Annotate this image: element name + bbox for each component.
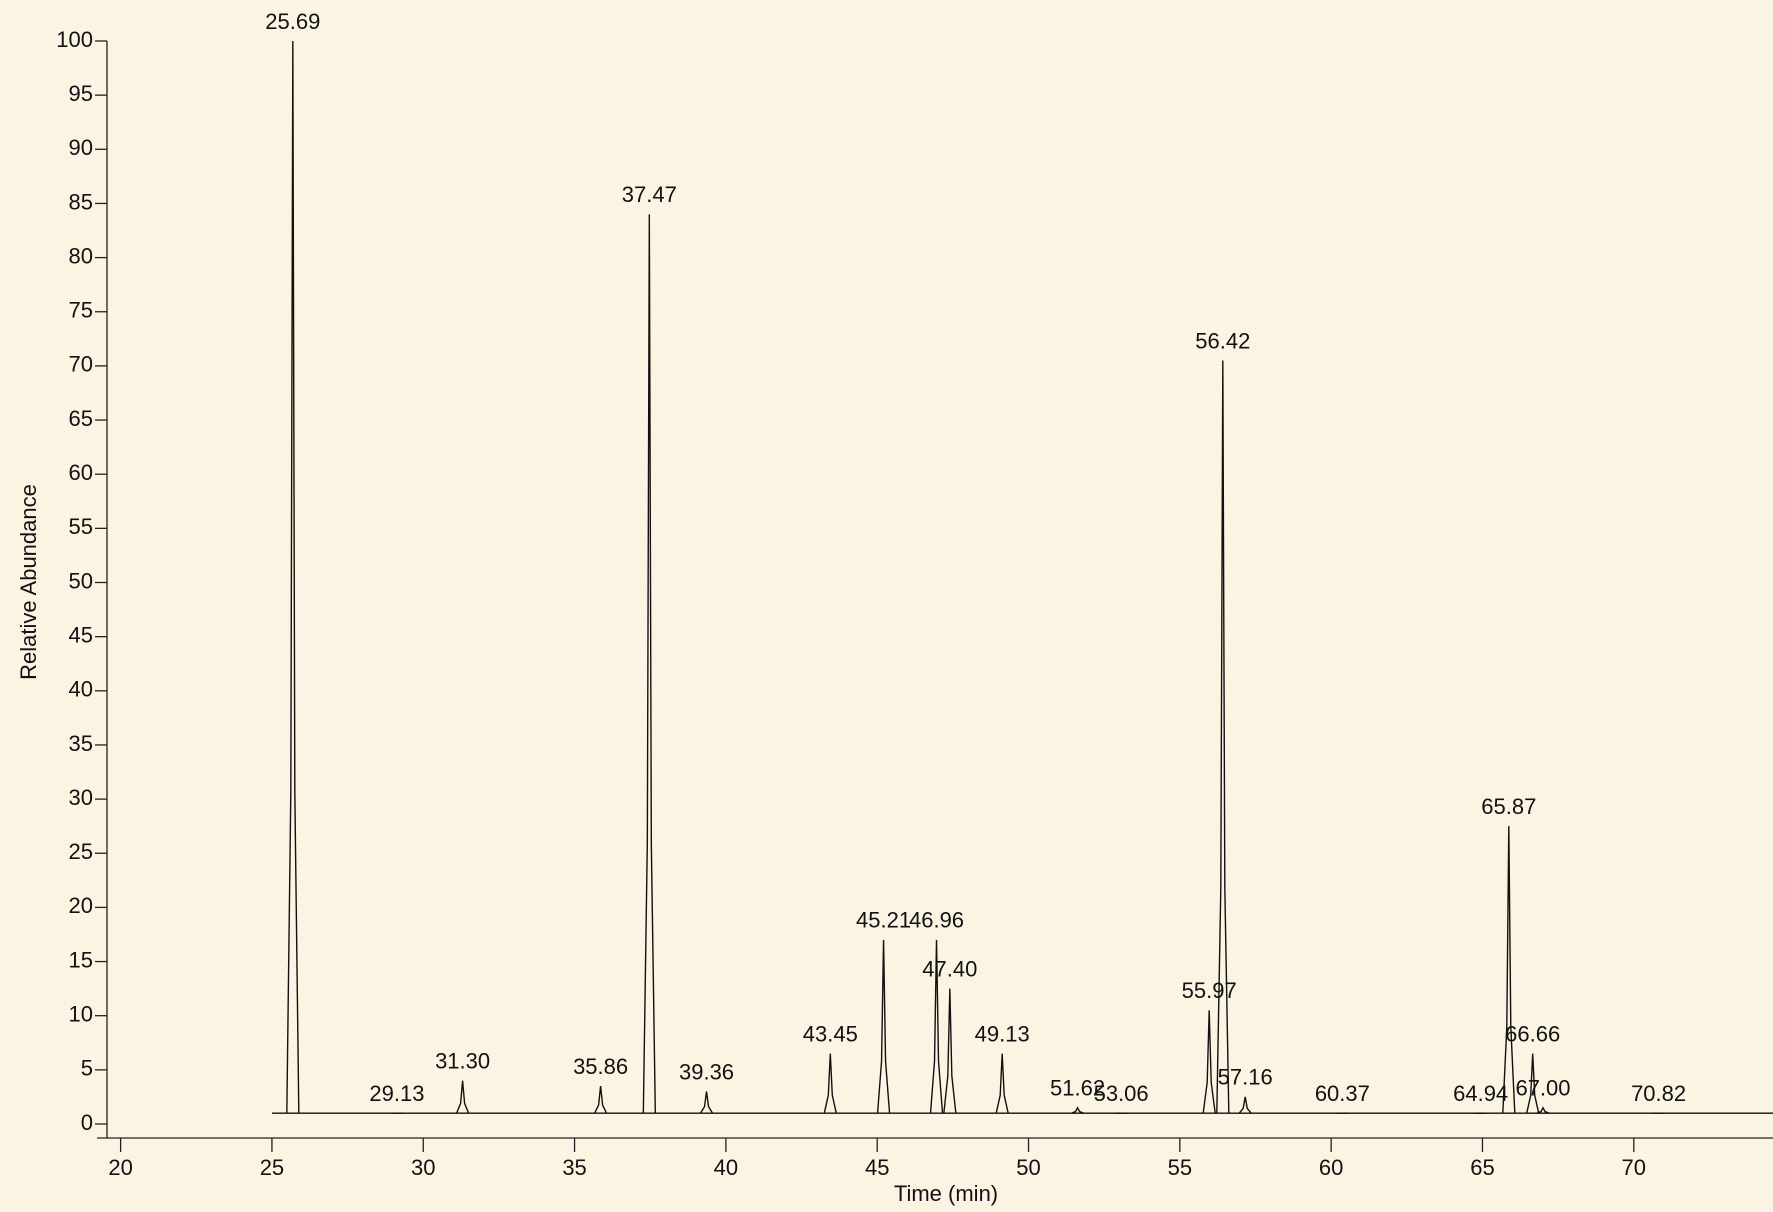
x-tick-label: 70 xyxy=(1622,1155,1646,1180)
y-tick-label: 70 xyxy=(69,352,93,377)
peak-label: 31.30 xyxy=(435,1048,490,1073)
peak-label: 43.45 xyxy=(803,1021,858,1046)
y-tick-label: 90 xyxy=(69,135,93,160)
peak-label: 67.00 xyxy=(1515,1076,1570,1101)
y-tick-label: 80 xyxy=(69,243,93,268)
peak-label: 56.42 xyxy=(1195,328,1250,353)
peak-label: 37.47 xyxy=(622,182,677,207)
x-tick-label: 40 xyxy=(714,1155,738,1180)
peak-label: 25.69 xyxy=(265,9,320,34)
y-tick-label: 55 xyxy=(69,514,93,539)
y-tick-label: 35 xyxy=(69,731,93,756)
x-axis-label: Time (min) xyxy=(894,1181,998,1206)
peak-label: 49.13 xyxy=(975,1021,1030,1046)
peak-label: 39.36 xyxy=(679,1059,734,1084)
y-tick-label: 40 xyxy=(69,677,93,702)
y-tick-label: 100 xyxy=(56,27,93,52)
y-tick-label: 50 xyxy=(69,568,93,593)
peak-label: 55.97 xyxy=(1182,978,1237,1003)
peak-label: 70.82 xyxy=(1631,1081,1686,1106)
y-tick-label: 15 xyxy=(69,947,93,972)
peak-label: 60.37 xyxy=(1315,1081,1370,1106)
peak-label: 65.87 xyxy=(1481,794,1536,819)
peak-label: 29.13 xyxy=(369,1081,424,1106)
peak-label: 45.21 xyxy=(856,908,911,933)
peak-label: 35.86 xyxy=(573,1054,628,1079)
x-tick-label: 20 xyxy=(108,1155,132,1180)
x-tick-label: 50 xyxy=(1016,1155,1040,1180)
y-tick-label: 85 xyxy=(69,189,93,214)
x-tick-label: 45 xyxy=(865,1155,889,1180)
peak-label: 66.66 xyxy=(1505,1021,1560,1046)
y-tick-label: 10 xyxy=(69,1002,93,1027)
y-tick-label: 30 xyxy=(69,785,93,810)
x-tick-label: 35 xyxy=(562,1155,586,1180)
y-tick-label: 5 xyxy=(81,1056,93,1081)
y-tick-label: 45 xyxy=(69,622,93,647)
y-tick-label: 0 xyxy=(81,1110,93,1135)
y-tick-label: 65 xyxy=(69,406,93,431)
y-axis-label: Relative Abundance xyxy=(16,484,41,680)
x-tick-label: 25 xyxy=(260,1155,284,1180)
y-tick-label: 25 xyxy=(69,839,93,864)
y-tick-label: 95 xyxy=(69,81,93,106)
x-tick-label: 55 xyxy=(1168,1155,1192,1180)
y-tick-label: 60 xyxy=(69,460,93,485)
x-tick-label: 30 xyxy=(411,1155,435,1180)
peak-label: 64.94 xyxy=(1453,1081,1508,1106)
y-tick-label: 20 xyxy=(69,893,93,918)
chart: Time (min) Relative Abundance 0 5 10 15 20 25… xyxy=(0,0,1773,1212)
peak-label: 57.16 xyxy=(1218,1065,1273,1090)
peak-label: 46.96 xyxy=(909,908,964,933)
y-tick-label: 75 xyxy=(69,298,93,323)
x-tick-label: 65 xyxy=(1470,1155,1494,1180)
x-tick-label: 60 xyxy=(1319,1155,1343,1180)
peak-label: 53.06 xyxy=(1094,1081,1149,1106)
peak-label: 47.40 xyxy=(922,956,977,981)
